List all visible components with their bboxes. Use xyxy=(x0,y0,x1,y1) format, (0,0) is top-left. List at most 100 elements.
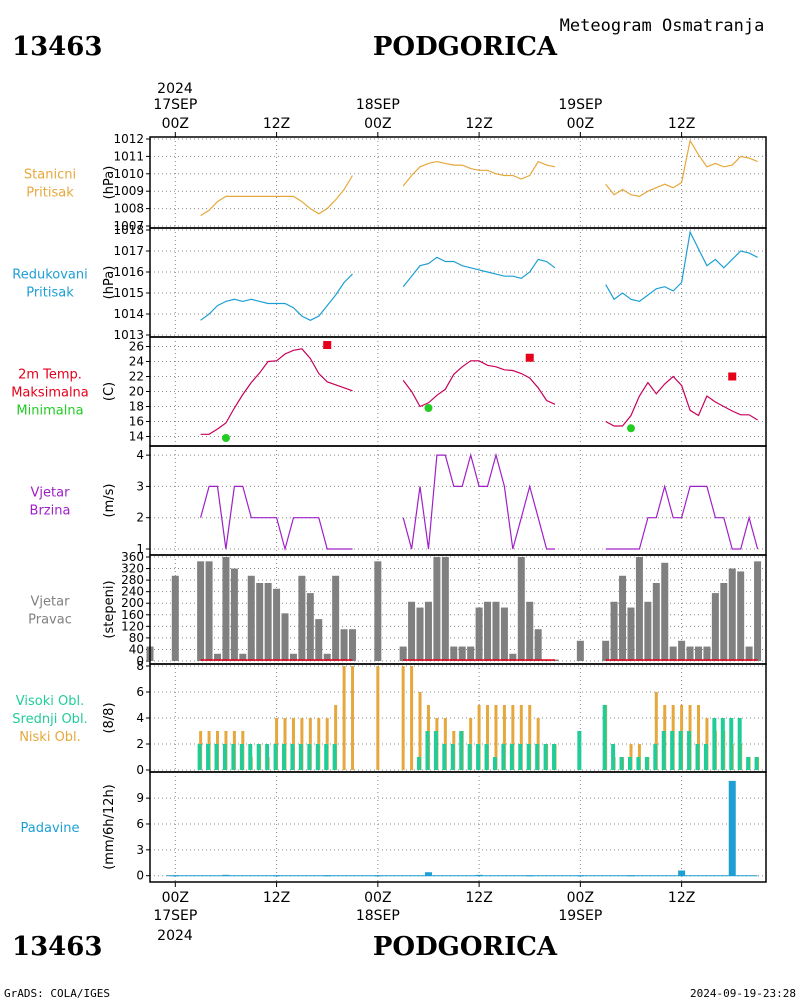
wind-direction-bar xyxy=(619,575,627,661)
panel-label: Stanicni xyxy=(24,168,76,183)
panel-label: Vjetar xyxy=(31,486,71,501)
wind-direction-bar xyxy=(500,607,508,661)
mid-cloud-bar xyxy=(417,757,422,770)
wind-direction-bar xyxy=(281,613,289,661)
wind-direction-bar xyxy=(576,640,584,661)
low-cloud-bar xyxy=(502,705,506,770)
series-line-reduced-pressure xyxy=(402,256,556,288)
mid-cloud-bar xyxy=(619,757,624,770)
mid-cloud-bar xyxy=(636,757,641,770)
y-tick-label: 3 xyxy=(136,843,144,857)
wind-direction-bar xyxy=(273,588,281,661)
mid-cloud-bar xyxy=(526,744,531,770)
wind-direction-bar xyxy=(349,629,357,661)
wind-direction-bar xyxy=(441,557,449,661)
series-line-station-pressure xyxy=(605,139,758,198)
y-tick-label: 80 xyxy=(129,631,144,645)
wind-direction-bar xyxy=(534,629,542,661)
wind-direction-bar xyxy=(289,653,297,661)
bottom-time-label: 00Z xyxy=(364,890,391,906)
panel-label: Pravac xyxy=(28,613,72,628)
year-bottom: 2024 xyxy=(157,928,193,944)
wind-direction-bar xyxy=(610,601,618,661)
min-temp-point xyxy=(424,404,433,412)
precipitation-bar xyxy=(323,875,331,877)
top-time-label: 00Z xyxy=(364,116,391,132)
mid-cloud-bar xyxy=(535,744,540,770)
mid-cloud-bar xyxy=(425,731,430,770)
low-cloud-bar xyxy=(654,692,658,770)
panel-label: Niski Obl. xyxy=(19,730,81,745)
low-cloud-bar xyxy=(410,666,414,770)
wind-direction-bar xyxy=(197,561,205,661)
y-tick-label: 1013 xyxy=(113,328,144,342)
mid-cloud-bar xyxy=(729,718,734,770)
y-tick-label: 3 xyxy=(136,479,144,493)
y-tick-label: 1015 xyxy=(113,286,144,300)
mid-cloud-bar xyxy=(282,744,287,770)
panel-label: Redukovani xyxy=(12,268,87,283)
mid-cloud-bar xyxy=(754,757,759,770)
panel-label: Brzina xyxy=(30,504,71,519)
mid-cloud-bar xyxy=(661,731,666,770)
series-line-temperature xyxy=(200,348,353,435)
panel-label: Maksimalna xyxy=(11,386,89,401)
panel-frame xyxy=(149,445,767,556)
precipitation-bar xyxy=(728,780,736,876)
mid-cloud-bar xyxy=(670,731,675,770)
max-temp-point xyxy=(728,372,737,381)
wind-direction-bar xyxy=(652,583,660,661)
y-tick-label: 1018 xyxy=(113,223,144,237)
wind-direction-bar xyxy=(306,593,314,661)
y-tick-label: 0 xyxy=(136,654,144,668)
wind-direction-bar xyxy=(467,646,475,661)
mid-cloud-bar xyxy=(290,744,295,770)
precipitation-bar xyxy=(526,875,534,877)
wind-direction-bar xyxy=(450,646,458,661)
wind-direction-bar xyxy=(256,583,264,661)
bottom-date-label: 19SEP xyxy=(558,908,602,924)
bottom-date-label: 18SEP xyxy=(356,908,400,924)
mid-cloud-bar xyxy=(476,744,481,770)
low-cloud-bar xyxy=(477,705,481,770)
y-axis-label: (mm/6h/12h) xyxy=(102,784,117,870)
mid-cloud-bar xyxy=(307,744,312,770)
year-top: 2024 xyxy=(157,81,193,97)
panel-label: Visoki Obl. xyxy=(16,694,84,709)
y-axis-label: (hPa) xyxy=(102,266,117,300)
y-tick-label: 1 xyxy=(136,542,144,556)
station-id-top: 13463 xyxy=(12,32,102,62)
footer-credit: GrADS: COLA/IGES xyxy=(4,987,110,1000)
mid-cloud-bar xyxy=(239,744,244,770)
mid-cloud-bar xyxy=(332,744,337,770)
y-tick-label: 1016 xyxy=(113,265,144,279)
wind-direction-bar xyxy=(711,593,719,661)
y-tick-label: 360 xyxy=(121,550,144,564)
max-temp-point xyxy=(525,353,534,362)
mid-cloud-bar xyxy=(467,744,472,770)
mid-cloud-bar xyxy=(256,744,261,770)
mid-cloud-bar xyxy=(197,744,202,770)
mid-cloud-bar xyxy=(687,731,692,770)
wind-direction-bar xyxy=(686,646,694,661)
wind-direction-bar xyxy=(458,646,466,661)
min-temp-point xyxy=(221,434,230,442)
panel-label: Pritisak xyxy=(26,186,74,201)
wind-direction-bar xyxy=(484,601,492,661)
low-cloud-bar xyxy=(401,666,405,770)
wind-direction-bar xyxy=(408,601,416,661)
y-tick-label: 8 xyxy=(136,659,144,673)
y-tick-label: 1009 xyxy=(113,184,144,198)
mid-cloud-bar xyxy=(442,744,447,770)
station-id-bottom: 13463 xyxy=(12,932,102,962)
bottom-time-label: 00Z xyxy=(162,890,189,906)
y-tick-label: 16 xyxy=(129,415,144,429)
mid-cloud-bar xyxy=(298,744,303,770)
y-tick-label: 40 xyxy=(129,642,144,656)
wind-direction-bar xyxy=(416,607,424,661)
top-time-axis: 2024 17SEP 00Z 12Z 18SEP 00Z 12Z 19SEP 00Z 12Z xyxy=(153,81,695,137)
mid-cloud-bar xyxy=(611,744,616,770)
y-tick-label: 0 xyxy=(136,763,144,777)
mid-cloud-bar xyxy=(577,731,582,770)
